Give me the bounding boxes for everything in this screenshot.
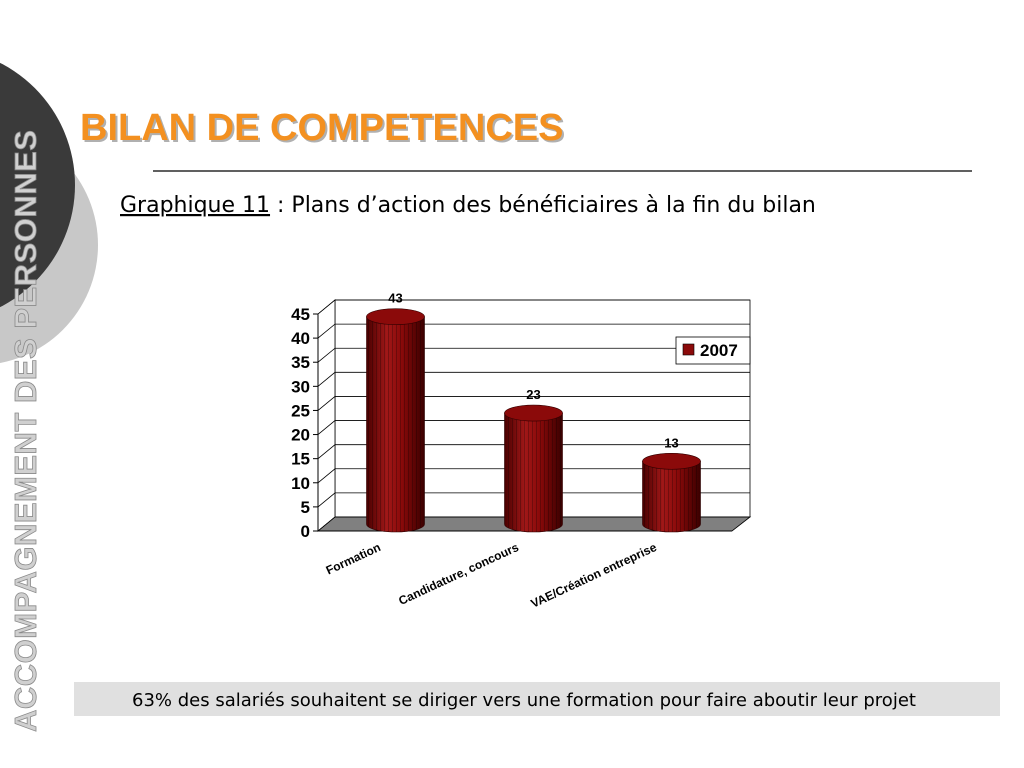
grid-line bbox=[317, 420, 750, 435]
deco-circle bbox=[0, 62, 75, 308]
footer-text: 63% des salariés souhaitent se diriger v… bbox=[132, 690, 916, 711]
grid-line bbox=[317, 299, 750, 315]
bar-top bbox=[366, 308, 425, 325]
caption-label: Graphique 11 bbox=[120, 193, 270, 218]
bar-top bbox=[504, 404, 563, 422]
side-wall bbox=[317, 299, 336, 532]
y-tick-label: 10 bbox=[291, 474, 310, 493]
x-tick-label: Candidature, concours bbox=[396, 540, 521, 608]
bar-stripes bbox=[504, 413, 563, 532]
slide-title: BILAN DE COMPETENCES bbox=[80, 107, 563, 149]
caption-text: : Plans d’action des bénéficiaires à la … bbox=[270, 193, 816, 218]
y-tick-label: 15 bbox=[291, 450, 310, 469]
bar-stripes bbox=[366, 316, 425, 532]
grid-line bbox=[317, 516, 750, 532]
y-tick-label: 25 bbox=[291, 401, 310, 420]
y-tick-label: 45 bbox=[291, 305, 310, 324]
y-tick-label: 30 bbox=[291, 377, 310, 396]
y-tick-label: 40 bbox=[291, 329, 310, 348]
bar-stripes bbox=[642, 461, 701, 532]
legend-label: 2007 bbox=[700, 341, 738, 360]
y-tick-label: 20 bbox=[291, 426, 310, 445]
value-label: 13 bbox=[664, 435, 678, 450]
grid-line bbox=[317, 347, 750, 363]
sidebar-text: ACCOMPAGNEMENT DES PERSONNES bbox=[8, 130, 43, 733]
y-tick-label: 0 bbox=[301, 522, 310, 541]
caption: Graphique 11 : Plans d’action des bénéfi… bbox=[120, 193, 816, 218]
grid-line bbox=[317, 444, 750, 459]
y-tick-label: 5 bbox=[301, 498, 310, 517]
footer-box bbox=[74, 682, 1000, 716]
title-shadow: BILAN DE COMPETENCES bbox=[82, 109, 565, 151]
grid-line bbox=[317, 468, 750, 484]
value-label: 23 bbox=[526, 387, 540, 402]
grid-line bbox=[317, 396, 750, 411]
y-tick-label: 35 bbox=[291, 353, 310, 372]
bar-top bbox=[642, 453, 701, 470]
x-tick-label: Formation bbox=[324, 540, 383, 577]
grid-line bbox=[317, 492, 750, 508]
grid-line bbox=[317, 371, 750, 387]
legend-swatch bbox=[682, 343, 695, 356]
value-label: 43 bbox=[388, 291, 402, 306]
grid-line bbox=[317, 323, 750, 339]
chart: 0 5 10 15 20 25 30 35 40 45 Formation 43 Candidature… bbox=[291, 291, 752, 611]
x-tick-label: VAE/Création entreprise bbox=[529, 540, 660, 611]
